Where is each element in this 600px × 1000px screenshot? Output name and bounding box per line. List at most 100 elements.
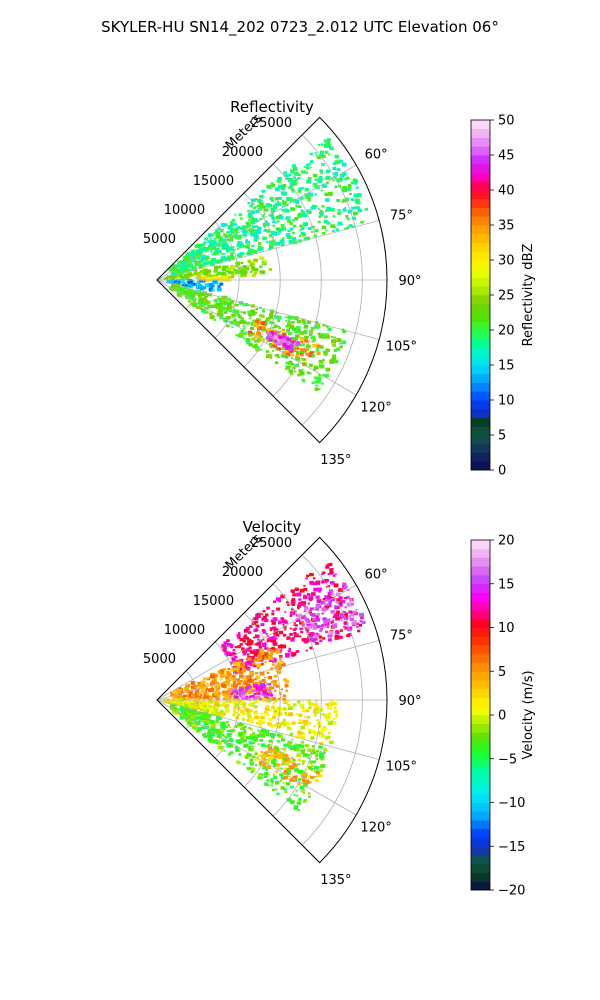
echo-gate xyxy=(249,650,254,654)
echo-gate xyxy=(200,243,206,247)
echo-gate xyxy=(269,234,273,238)
echo-gate xyxy=(274,197,279,201)
echo-gate xyxy=(252,332,255,335)
echo-gate xyxy=(285,356,289,359)
echo-gate xyxy=(223,735,226,738)
echo-gate xyxy=(215,233,218,235)
echo-gate xyxy=(199,287,205,291)
echo-gate xyxy=(192,726,196,729)
echo-gate xyxy=(281,347,286,351)
echo-gate xyxy=(330,208,335,212)
echo-gate xyxy=(266,694,269,697)
echo-gate xyxy=(319,769,324,773)
echo-gate xyxy=(303,584,306,587)
echo-gate xyxy=(265,769,268,772)
echo-gate xyxy=(262,766,267,770)
echo-gate xyxy=(282,758,286,762)
echo-gate xyxy=(312,732,318,736)
echo-gate xyxy=(297,347,300,350)
echo-gate xyxy=(304,780,310,784)
echo-gate xyxy=(262,609,266,613)
echo-gate xyxy=(269,667,274,671)
echo-gate xyxy=(269,693,274,697)
echo-gate xyxy=(299,229,302,231)
echo-gate xyxy=(228,753,231,756)
echo-gate xyxy=(230,646,233,649)
echo-gate xyxy=(198,692,203,696)
echo-gate xyxy=(231,313,236,318)
echo-gate xyxy=(299,621,304,625)
echo-gate xyxy=(216,271,222,275)
echo-gate xyxy=(254,752,258,756)
echo-gate xyxy=(309,333,313,336)
echo-gate xyxy=(300,720,306,724)
echo-gate xyxy=(327,208,331,212)
echo-gate xyxy=(246,340,251,345)
echo-gate xyxy=(164,277,168,280)
echo-gate xyxy=(333,336,336,339)
echo-gate xyxy=(177,692,182,697)
echo-gate xyxy=(267,675,272,680)
echo-gate xyxy=(204,247,207,249)
echo-region xyxy=(166,278,224,292)
echo-gate xyxy=(220,724,225,728)
echo-gate xyxy=(315,618,320,622)
echo-gate xyxy=(307,756,310,759)
echo-gate xyxy=(322,637,326,640)
echo-gate xyxy=(297,328,301,332)
echo-gate xyxy=(235,303,239,307)
echo-gate xyxy=(186,293,189,295)
echo-gate xyxy=(311,340,315,343)
echo-gate xyxy=(297,607,300,610)
echo-gate xyxy=(328,712,332,715)
echo-gate xyxy=(284,767,287,770)
echo-gate xyxy=(211,233,215,236)
echo-gate xyxy=(282,199,285,202)
echo-gate xyxy=(273,340,279,345)
echo-gate xyxy=(253,636,256,639)
echo-gate xyxy=(215,687,219,691)
echo-gate xyxy=(260,733,265,738)
echo-gate xyxy=(202,677,207,681)
echo-gate xyxy=(275,312,278,315)
echo-gate xyxy=(278,335,283,340)
echo-gate xyxy=(216,232,220,235)
echo-gate xyxy=(298,234,302,237)
echo-gate xyxy=(252,225,256,229)
echo-gate xyxy=(233,268,237,271)
echo-gate xyxy=(225,250,229,253)
echo-gate xyxy=(308,781,312,784)
echo-gate xyxy=(303,719,309,724)
echo-gate xyxy=(251,198,256,203)
echo-gate xyxy=(261,720,266,724)
echo-gate xyxy=(267,656,273,661)
echo-gate xyxy=(188,724,192,727)
echo-gate xyxy=(294,587,299,591)
colorbar-segment xyxy=(471,181,490,191)
echo-gate xyxy=(203,256,208,261)
colorbar-tick-label: 10 xyxy=(498,394,515,409)
echo-gate xyxy=(253,705,258,709)
echo-gate xyxy=(240,662,244,666)
echo-gate xyxy=(184,704,189,708)
echo-gate xyxy=(187,718,193,722)
echo-gate xyxy=(323,748,328,752)
echo-gate xyxy=(257,340,261,343)
colorbar-tick-label: 25 xyxy=(498,289,515,304)
echo-gate xyxy=(359,620,363,623)
echo-gate xyxy=(293,224,297,228)
echo-gate xyxy=(287,219,291,223)
echo-gate xyxy=(262,326,266,330)
echo-gate xyxy=(310,326,315,330)
echo-gate xyxy=(292,593,297,597)
echo-gate xyxy=(313,702,318,707)
colorbar-segment xyxy=(471,365,490,375)
echo-gate xyxy=(284,611,287,613)
colorbar-segment xyxy=(471,295,490,305)
echo-gate xyxy=(327,327,332,331)
echo-gate xyxy=(336,338,342,343)
echo-gate xyxy=(272,626,277,630)
echo-gate xyxy=(239,691,243,694)
echo-gate xyxy=(285,320,288,322)
